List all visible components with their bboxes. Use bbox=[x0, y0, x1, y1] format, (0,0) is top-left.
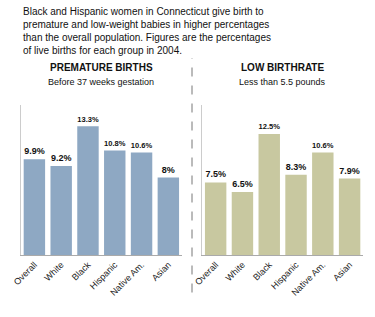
svg-text:Black: Black bbox=[70, 259, 93, 282]
svg-text:LOW BIRTHRATE: LOW BIRTHRATE bbox=[241, 62, 324, 73]
svg-text:Overall: Overall bbox=[12, 260, 39, 287]
svg-text:Black and Hispanic women in Co: Black and Hispanic women in Connecticut … bbox=[23, 6, 271, 56]
svg-text:Before 37 weeks gestation: Before 37 weeks gestation bbox=[48, 77, 154, 87]
svg-text:6.5%: 6.5% bbox=[232, 179, 253, 189]
svg-text:10.8%: 10.8% bbox=[104, 139, 126, 148]
svg-text:Overall: Overall bbox=[193, 260, 220, 287]
svg-text:Hispanic: Hispanic bbox=[88, 259, 120, 291]
svg-text:7.9%: 7.9% bbox=[339, 166, 360, 176]
svg-text:White: White bbox=[224, 260, 247, 283]
svg-text:White: White bbox=[42, 260, 65, 283]
svg-text:10.6%: 10.6% bbox=[131, 141, 153, 150]
svg-text:Less than 5.5 pounds: Less than 5.5 pounds bbox=[239, 77, 326, 87]
svg-text:12.5%: 12.5% bbox=[259, 122, 281, 131]
svg-text:10.6%: 10.6% bbox=[312, 141, 334, 150]
svg-text:9.2%: 9.2% bbox=[51, 153, 72, 163]
svg-text:7.5%: 7.5% bbox=[205, 169, 226, 179]
svg-text:Asian: Asian bbox=[150, 260, 173, 283]
svg-text:Hispanic: Hispanic bbox=[269, 259, 301, 291]
svg-text:Black: Black bbox=[251, 259, 274, 282]
svg-text:Native Am.: Native Am. bbox=[108, 260, 146, 298]
svg-text:PREMATURE BIRTHS: PREMATURE BIRTHS bbox=[50, 62, 153, 73]
svg-text:8.3%: 8.3% bbox=[286, 162, 307, 172]
svg-text:Native Am.: Native Am. bbox=[290, 260, 328, 298]
svg-text:13.3%: 13.3% bbox=[77, 115, 99, 124]
svg-text:Asian: Asian bbox=[331, 260, 354, 283]
svg-text:9.9%: 9.9% bbox=[24, 146, 45, 156]
svg-text:8%: 8% bbox=[162, 165, 175, 175]
